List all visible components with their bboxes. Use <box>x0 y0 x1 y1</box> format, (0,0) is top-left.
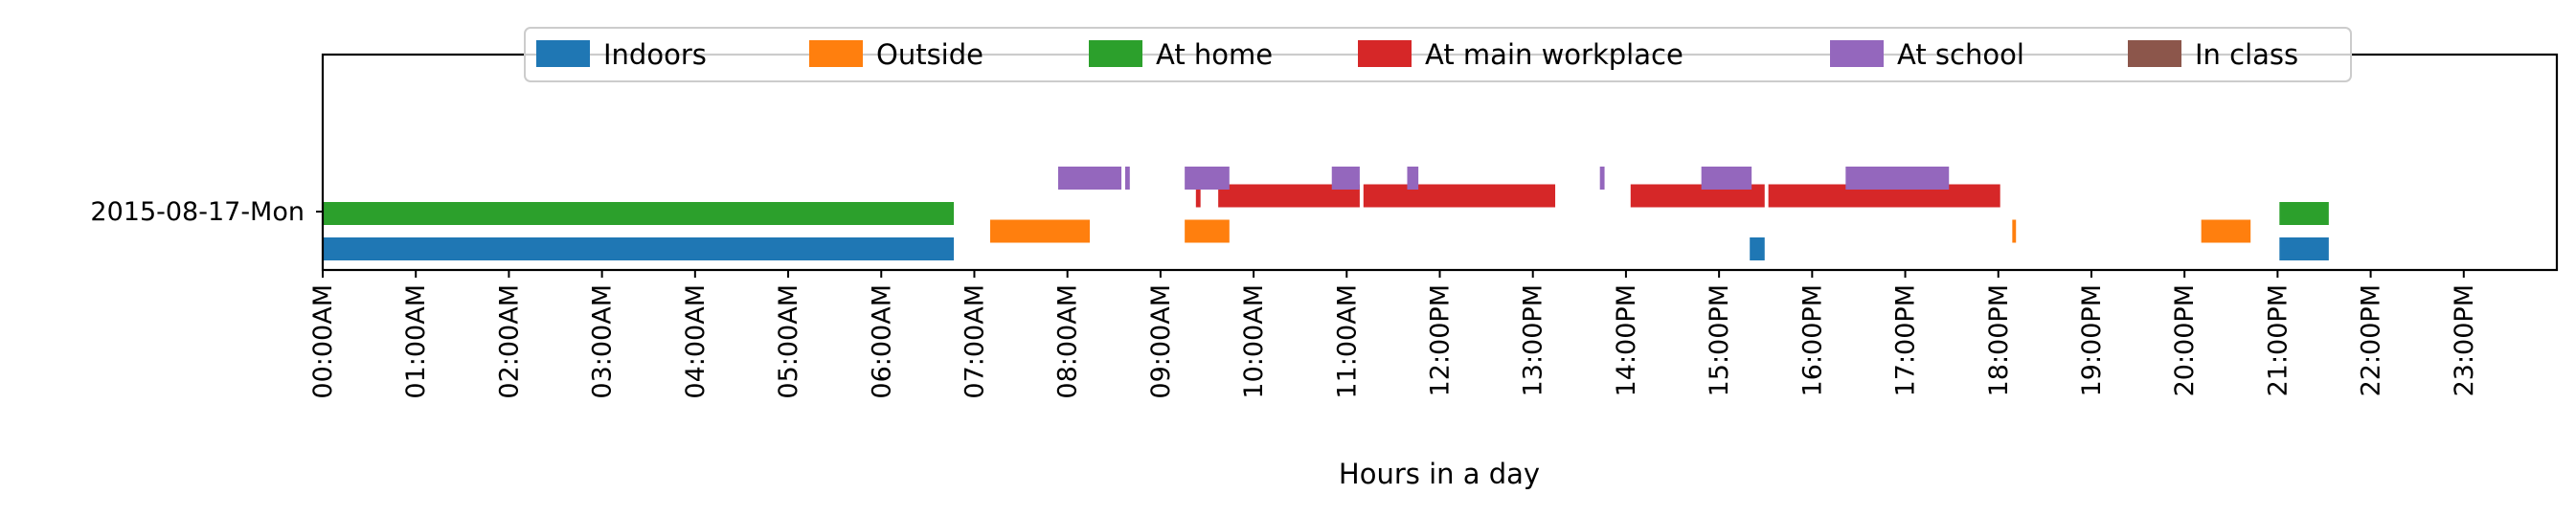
x-tick-label: 13:00PM <box>1519 284 1548 396</box>
x-tick-label: 06:00AM <box>867 284 896 399</box>
legend-swatch-at-school <box>1830 40 1884 67</box>
bar-outside-1 <box>1185 219 1230 243</box>
x-tick-label: 01:00AM <box>401 284 431 399</box>
x-tick-label: 08:00AM <box>1053 284 1083 399</box>
bar-at-school-0 <box>1057 167 1122 190</box>
legend-label-at-main-workplace: At main workplace <box>1425 38 1683 71</box>
x-tick-label: 11:00AM <box>1332 284 1362 399</box>
bar-at-school-4 <box>1407 167 1419 190</box>
legend-swatch-indoors <box>536 40 590 67</box>
bar-outside-3 <box>2201 219 2251 243</box>
bar-at-school-7 <box>1845 167 1950 190</box>
x-tick-label: 21:00PM <box>2263 284 2293 396</box>
legend-swatch-at-home <box>1089 40 1142 67</box>
legend-label-at-home: At home <box>1156 38 1273 71</box>
bar-at-school-1 <box>1124 167 1130 190</box>
bar-at-home-1 <box>2279 202 2329 225</box>
legend-frame <box>524 27 2352 82</box>
legend-label-at-school: At school <box>1897 38 2024 71</box>
bar-indoors-1 <box>1750 237 1765 260</box>
bar-outside-0 <box>989 219 1090 243</box>
x-tick-label: 20:00PM <box>2170 284 2200 396</box>
legend-swatch-at-main-workplace <box>1358 40 1412 67</box>
x-axis-label: Hours in a day <box>1339 458 1540 490</box>
bar-at-school-6 <box>1701 167 1752 190</box>
x-tick-label: 14:00PM <box>1612 284 1641 396</box>
x-tick-label: 05:00AM <box>774 284 803 399</box>
bar-indoors-0 <box>323 237 955 260</box>
x-tick-label: 23:00PM <box>2450 284 2479 396</box>
x-tick-label: 15:00PM <box>1705 284 1734 396</box>
x-tick-label: 09:00AM <box>1146 284 1176 399</box>
x-tick-label: 12:00PM <box>1426 284 1456 396</box>
legend-label-indoors: Indoors <box>603 38 707 71</box>
bar-at-school-3 <box>1331 167 1360 190</box>
bar-at-school-5 <box>1599 167 1605 190</box>
y-axis: 2015-08-17-Mon <box>90 197 323 227</box>
legend-label-outside: Outside <box>876 38 983 71</box>
bars-layer <box>323 167 2329 260</box>
x-tick-label: 02:00AM <box>494 284 524 399</box>
bar-at-main-workplace-2 <box>1363 184 1556 208</box>
x-tick-label: 22:00PM <box>2357 284 2386 396</box>
x-tick-label: 00:00AM <box>308 284 338 399</box>
bar-at-main-workplace-0 <box>1195 184 1201 208</box>
bar-indoors-2 <box>2279 237 2329 260</box>
x-tick-label: 18:00PM <box>1984 284 2014 396</box>
bar-outside-2 <box>2012 219 2017 243</box>
x-tick-label: 04:00AM <box>681 284 711 399</box>
x-tick-label: 10:00AM <box>1239 284 1269 399</box>
bar-at-home-0 <box>323 202 955 225</box>
x-tick-label: 07:00AM <box>960 284 989 399</box>
x-tick-label: 19:00PM <box>2077 284 2107 396</box>
x-tick-label: 16:00PM <box>1797 284 1827 396</box>
legend-label-in-class: In class <box>2195 38 2298 71</box>
legend-swatch-outside <box>809 40 863 67</box>
legend: Indoors Outside At home At main workplace At… <box>524 27 2352 82</box>
x-tick-label: 03:00AM <box>588 284 618 399</box>
x-tick-label: 17:00PM <box>1891 284 1921 396</box>
legend-swatch-in-class <box>2128 40 2181 67</box>
x-axis-ticks: 00:00AM 01:00AM 02:00AM 03:00AM 04:00AM 05:00… <box>308 270 2479 399</box>
bar-at-school-2 <box>1185 167 1230 190</box>
y-tick-label: 2015-08-17-Mon <box>90 197 305 227</box>
